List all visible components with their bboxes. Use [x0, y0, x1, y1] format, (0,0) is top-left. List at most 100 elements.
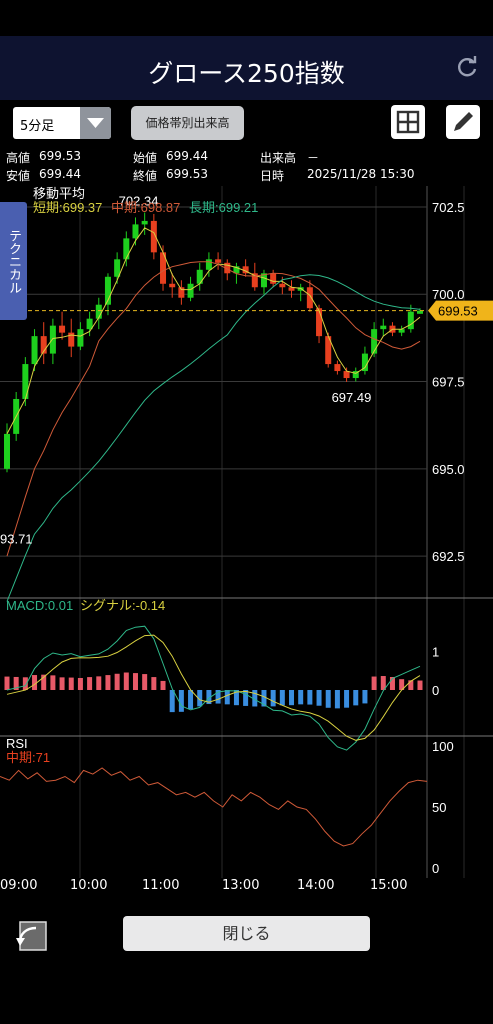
- x-tick-label: 15:00: [370, 878, 408, 893]
- current-price-label: 699.53: [438, 304, 478, 319]
- time-value: 2025/11/28 15:30: [307, 167, 415, 181]
- candle-body: [325, 336, 332, 365]
- technical-tab[interactable]: テクニカル: [0, 202, 27, 320]
- macd-histogram-bar: [105, 675, 111, 690]
- macd-line: [6, 625, 421, 751]
- y-tick-label: 695.0: [432, 462, 465, 477]
- macd-y-tick: 1: [432, 645, 439, 660]
- rsi-line: [0, 767, 428, 847]
- macd-histogram-bar: [123, 672, 129, 690]
- candle-body: [251, 273, 258, 288]
- macd-histogram-bar: [243, 690, 249, 706]
- ma-legend-long: 長期:699.21: [189, 200, 258, 215]
- candle-body: [371, 329, 378, 354]
- draw-button[interactable]: [446, 105, 480, 139]
- macd-histogram-bar: [344, 690, 350, 708]
- macd-histogram-bar: [114, 673, 120, 690]
- macd-histogram-bar: [289, 690, 295, 706]
- current-price-tag: [428, 300, 493, 321]
- rsi-y-tick: 100: [432, 739, 454, 754]
- candle-body: [352, 371, 359, 379]
- open-label: 始値: [133, 151, 158, 165]
- candle-body: [380, 325, 387, 330]
- candle-body: [150, 220, 157, 253]
- rsi-y-tick: 0: [432, 861, 439, 876]
- macd-histogram-bar: [77, 677, 83, 690]
- x-tick-label: 11:00: [142, 878, 180, 893]
- candle-body: [242, 266, 249, 274]
- y-tick-label: 702.5: [432, 200, 465, 215]
- macd-histogram-bar: [279, 690, 285, 706]
- time-label: 日時: [260, 169, 285, 183]
- candle-body: [160, 252, 167, 284]
- close-button[interactable]: 閉じる: [123, 916, 370, 951]
- macd-histogram-bar: [169, 690, 175, 713]
- chart-area[interactable]: 702.5 700.0 697.5 695.0 692.5 699.53 702.34 697…: [0, 186, 493, 878]
- macd-histogram-bar: [160, 680, 166, 690]
- macd-histogram-bar: [270, 690, 276, 707]
- signal-line: [6, 634, 421, 741]
- x-tick-label: 14:00: [297, 878, 335, 893]
- macd-histogram-bar: [206, 690, 212, 705]
- layout-grid-button[interactable]: [391, 105, 425, 139]
- volume-label: 出来高: [260, 151, 297, 165]
- candle-body: [196, 269, 203, 284]
- low-label: 安値: [6, 169, 31, 183]
- candle-body: [86, 318, 93, 330]
- page-title: グロース250指数: [148, 59, 345, 88]
- price-info: 高値 699.53 始値 699.44 出来高 － 安値 699.44 終値 6…: [0, 146, 493, 186]
- close-value: 699.53: [166, 167, 208, 181]
- interval-select[interactable]: 5分足: [13, 107, 111, 139]
- rsi-legend: 中期:71: [6, 750, 50, 765]
- interval-select-value: 5分足: [20, 119, 55, 134]
- candle-body: [260, 273, 267, 288]
- ma-legend-short: 短期:699.37: [33, 200, 102, 215]
- left-low-annotation: 93.71: [0, 531, 33, 546]
- x-tick-label: 09:00: [0, 878, 38, 893]
- exit-icon[interactable]: [10, 916, 48, 954]
- macd-histogram-bar: [13, 676, 19, 690]
- candle-body: [68, 332, 75, 347]
- candle-body: [178, 287, 185, 298]
- high-label: 高値: [6, 151, 31, 165]
- candle-body: [334, 364, 341, 372]
- macd-histogram-bar: [41, 674, 47, 690]
- candle-body: [123, 238, 130, 260]
- macd-histogram-bar: [389, 676, 395, 690]
- refresh-icon[interactable]: [455, 56, 479, 80]
- macd-histogram-bar: [68, 677, 74, 690]
- grid-icon: [396, 110, 420, 134]
- open-value: 699.44: [166, 149, 208, 163]
- macd-histogram-bar: [87, 677, 93, 690]
- candle-body: [40, 336, 47, 354]
- macd-histogram-bar: [32, 675, 38, 690]
- candle-body: [407, 311, 414, 330]
- macd-y-tick: 0: [432, 683, 439, 698]
- macd-histogram-bar: [224, 690, 230, 705]
- candle-body: [141, 220, 148, 225]
- high-value: 699.53: [39, 149, 81, 163]
- high-annotation: 702.34: [119, 194, 159, 209]
- macd-histogram-bar: [252, 690, 258, 707]
- candle-body: [279, 283, 286, 288]
- macd-histogram-bar: [307, 690, 313, 705]
- candle-body: [361, 353, 368, 372]
- candle-body: [132, 224, 139, 239]
- ma-title: 移動平均: [33, 186, 85, 201]
- macd-histogram-bar: [215, 690, 221, 704]
- macd-histogram-bar: [408, 680, 414, 690]
- candle-body: [59, 325, 66, 333]
- macd-histogram-bar: [233, 690, 239, 706]
- rsi-y-tick: 50: [432, 800, 446, 815]
- candle-body: [215, 259, 222, 263]
- bottom-bar: 閉じる: [0, 900, 493, 1024]
- macd-histogram-bar: [50, 675, 56, 690]
- macd-histogram-bar: [362, 690, 368, 704]
- macd-histogram-bar: [417, 680, 423, 690]
- macd-histogram-bar: [325, 690, 331, 708]
- app-header: グロース250指数: [0, 36, 493, 100]
- volume-by-price-button[interactable]: 価格帯別出来高: [131, 106, 244, 140]
- signal-legend: シグナル:-0.14: [80, 598, 165, 613]
- x-axis: 09:00 10:00 11:00 13:00 14:00 15:00: [0, 876, 430, 898]
- candle-body: [288, 287, 295, 291]
